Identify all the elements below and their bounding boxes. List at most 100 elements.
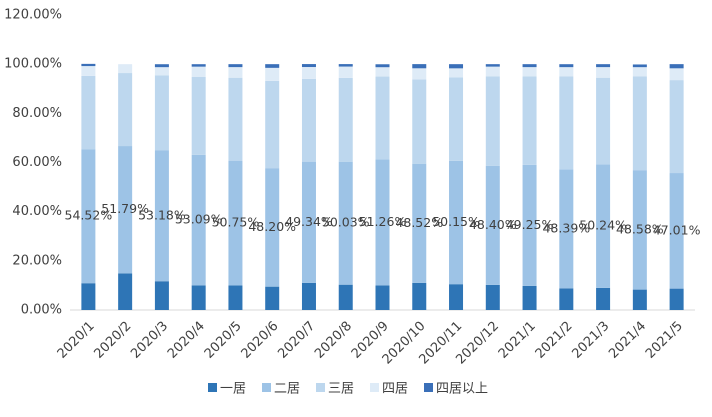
y-tick-label: 60.00% [12, 155, 62, 170]
bar-segment [596, 67, 611, 78]
bar-segment [559, 288, 574, 310]
bar-segment [485, 76, 500, 166]
bar-segment [81, 149, 96, 284]
bar-segment [375, 285, 390, 310]
data-label: 48.39% [542, 220, 590, 235]
bar-segment [632, 289, 647, 310]
y-tick-label: 20.00% [12, 253, 62, 268]
x-tick-label: 2020/5 [202, 319, 245, 362]
bar-segment [449, 284, 464, 310]
bar-segment [485, 284, 500, 310]
bar-segment [412, 64, 427, 69]
data-label: 48.40% [469, 217, 517, 232]
bar-segment [301, 67, 316, 79]
bar-segment [412, 282, 427, 310]
data-label: 54.52% [65, 208, 113, 223]
bar-segment [228, 160, 243, 286]
bar-segment [632, 170, 647, 290]
data-label: 53.18% [138, 207, 186, 222]
bar-segment [559, 64, 574, 68]
data-label: 49.25% [506, 217, 554, 232]
bar-segment [301, 78, 316, 162]
data-label: 49.34% [285, 214, 333, 229]
bar-segment [265, 64, 280, 68]
bar-segment [375, 67, 390, 77]
bar-segment [596, 287, 611, 310]
bar-segment [191, 76, 206, 155]
bar-segment [449, 64, 464, 69]
bar-segment [265, 67, 280, 81]
bar-segment [228, 64, 243, 68]
bar-segment [596, 64, 611, 68]
bar-segment [338, 66, 353, 78]
bar-segment [191, 154, 206, 286]
x-tick-label: 2020/3 [128, 319, 171, 362]
bar-segment [559, 67, 574, 77]
bar-segment [669, 80, 684, 174]
bar-segment [154, 150, 169, 282]
y-tick-label: 100.00% [4, 57, 62, 72]
bar-segment [338, 284, 353, 310]
bar-segment [375, 76, 390, 160]
bar-segment [191, 285, 206, 310]
bar-segment [228, 77, 243, 161]
bar-segment [449, 160, 464, 285]
data-label: 53.09% [175, 212, 223, 227]
bar-segment [375, 64, 390, 68]
bar-segment [559, 169, 574, 289]
data-label: 48.52% [395, 215, 443, 230]
bar-segment [449, 77, 464, 161]
bar-segment [118, 273, 133, 310]
y-tick-label: 120.00% [4, 8, 62, 23]
bar-segment [118, 64, 133, 74]
bar-segment [559, 76, 574, 170]
x-tick-label: 2021/3 [569, 319, 612, 362]
legend-label: 四居以上 [436, 382, 488, 397]
bar-segment [375, 159, 390, 286]
bar-segment [338, 161, 353, 285]
bar-segment [596, 77, 611, 165]
legend-label: 二居 [274, 382, 300, 397]
bar-segment [265, 286, 280, 310]
x-tick-label: 2021/1 [496, 319, 539, 362]
x-tick-label: 2020/8 [312, 319, 355, 362]
x-tick-label: 2020/6 [239, 319, 282, 362]
bar-segment [265, 168, 280, 287]
bar-segment [338, 64, 353, 67]
bar-segment [191, 64, 206, 67]
bar-segment [522, 285, 537, 310]
bar-segment [485, 64, 500, 67]
bar-segment [449, 68, 464, 78]
bar-segment [154, 281, 169, 310]
bar-segment [632, 76, 647, 171]
y-tick-label: 40.00% [12, 204, 62, 219]
data-label: 48.58% [616, 221, 664, 236]
bar-segment [301, 161, 316, 283]
bar-segment [522, 76, 537, 165]
data-label: 50.75% [212, 215, 260, 230]
bar-segment [596, 164, 611, 288]
legend-label: 一居 [220, 382, 246, 397]
x-tick-label: 2020/2 [91, 319, 134, 362]
y-tick-label: 0.00% [21, 303, 62, 318]
bar-segment [81, 66, 96, 76]
legend-swatch [370, 383, 379, 392]
data-label: 50.24% [579, 218, 627, 233]
bar-segment [265, 80, 280, 169]
data-label: 51.26% [359, 214, 407, 229]
bar-segment [669, 64, 684, 69]
bar-segment [412, 68, 427, 80]
data-label: 50.15% [432, 214, 480, 229]
x-tick-label: 2020/1 [55, 319, 98, 362]
bar-segment [522, 64, 537, 68]
bar-segment [118, 146, 133, 274]
bar-segment [485, 165, 500, 285]
legend-swatch [424, 383, 433, 392]
bar-segment [632, 64, 647, 68]
x-tick-label: 2021/5 [643, 319, 686, 362]
bar-segment [669, 288, 684, 310]
bar-segment [632, 67, 647, 77]
data-label: 51.79% [101, 201, 149, 216]
x-tick-label: 2020/7 [275, 319, 318, 362]
